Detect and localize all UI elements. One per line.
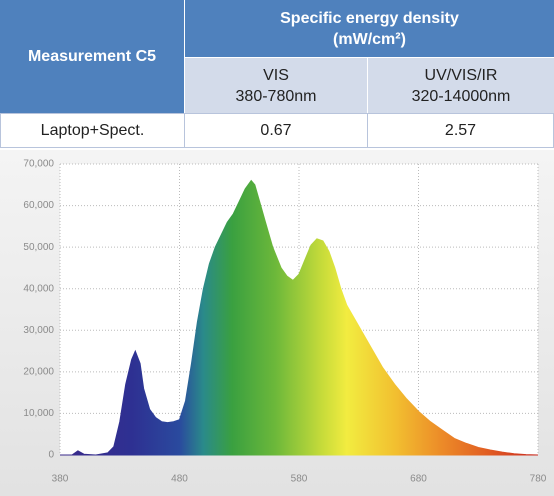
spectrum-area (60, 179, 539, 456)
y-tick-label: 50,000 (23, 242, 54, 253)
y-tick-label: 0 (48, 450, 54, 461)
group-text: Specific energy density (280, 9, 459, 27)
cell: 0.67 (185, 113, 368, 148)
cell-text: 0.67 (260, 122, 292, 139)
col-range: 320-14000nm (411, 87, 511, 105)
y-tick-label: 20,000 (23, 366, 54, 377)
x-tick-label: 380 (52, 474, 69, 485)
y-tick-label: 10,000 (23, 408, 54, 419)
corner-cell: Measurement C5 (0, 0, 185, 113)
col-header: UV/VIS/IR 320-14000nm (368, 57, 554, 113)
cell-text: Laptop+Spect. (40, 122, 145, 139)
y-tick-label: 60,000 (23, 200, 54, 211)
y-tick-label: 70,000 (23, 159, 54, 170)
x-tick-label: 580 (291, 474, 308, 485)
cell: 2.57 (368, 113, 554, 148)
group-header: Specific energy density (mW/cm²) (185, 0, 554, 57)
x-tick-label: 480 (171, 474, 188, 485)
group-unit: (mW/cm²) (333, 30, 406, 48)
col-header: VIS 380-780nm (185, 57, 368, 113)
cell-text: 2.57 (444, 122, 477, 139)
col-name: VIS (263, 66, 289, 84)
y-tick-label: 30,000 (23, 325, 54, 336)
col-range: 380-780nm (235, 87, 317, 105)
chart: 0 10,000 20,000 30,000 40,000 50,000 60,000 70,… (0, 150, 554, 496)
y-tick-label: 40,000 (23, 283, 54, 294)
col-name: UV/VIS/IR (424, 66, 498, 84)
table: Measurement C5 Specific energy density (m… (0, 0, 554, 148)
row-label: Laptop+Spect. (0, 113, 185, 148)
x-tick-label: 680 (410, 474, 427, 485)
x-tick-label: 780 (530, 474, 547, 485)
corner-text: Measurement C5 (27, 48, 157, 65)
